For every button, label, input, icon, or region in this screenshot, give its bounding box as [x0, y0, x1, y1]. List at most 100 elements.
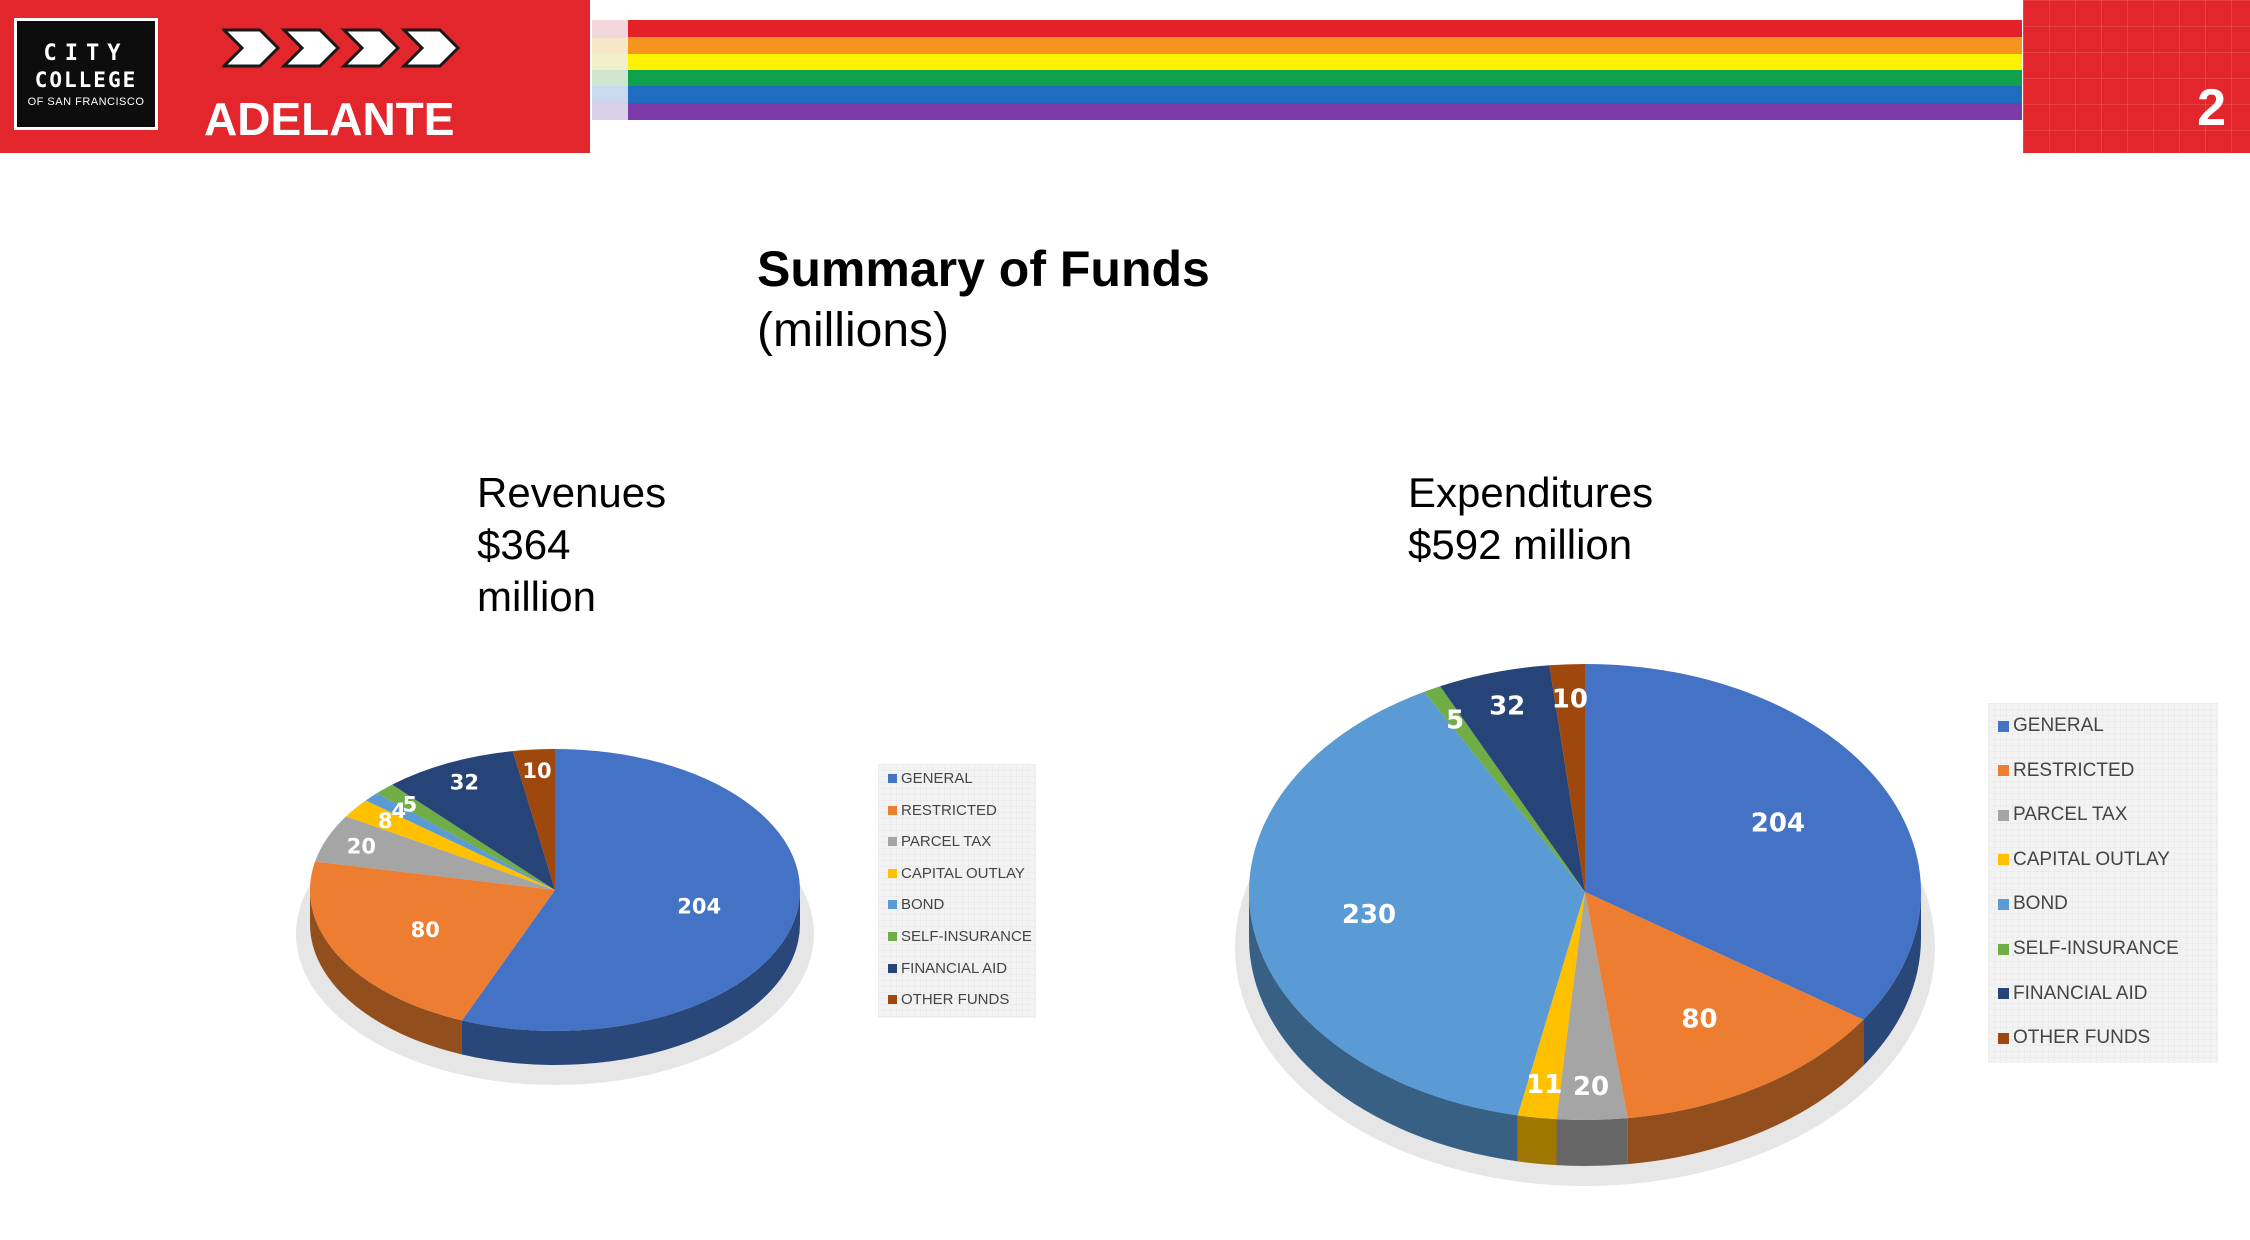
data-label-self-insurance: 5: [403, 792, 418, 816]
pie-slice-general: [1585, 664, 1921, 1020]
legend-swatch: [888, 868, 897, 878]
legend-swatch: [1998, 1032, 2009, 1044]
legend-item-capital-outlay: CAPITAL OUTLAY: [1998, 849, 2170, 871]
data-label-general: 204: [1751, 809, 1805, 839]
legend-item-general: GENERAL: [1998, 715, 2104, 737]
legend-item-bond: BOND: [888, 896, 944, 913]
data-label-bond: 230: [1342, 900, 1396, 930]
data-label-financial-aid: 32: [450, 770, 479, 794]
pie-slice-bond: [365, 793, 555, 890]
expenditures-legend: GENERAL RESTRICTED PARCEL TAX CAPITAL OUTLA…: [1988, 703, 2218, 1063]
pie-wall-parcel-tax: [1556, 1118, 1628, 1166]
pie-wall-restricted: [310, 890, 462, 1055]
pie-slice-other-funds: [1549, 664, 1585, 892]
pie-wall-bond: [1249, 892, 1518, 1162]
legend-swatch: [1998, 943, 2009, 955]
legend-item-other-funds: OTHER FUNDS: [1998, 1027, 2150, 1049]
data-label-financial-aid: 32: [1489, 692, 1525, 722]
pie-slice-parcel-tax: [315, 816, 555, 890]
header-left-banner: CITY COLLEGE OF SAN FRANCISCO ADELANTE: [0, 0, 590, 153]
pie-slice-general: [461, 749, 800, 1031]
legend-item-general: GENERAL: [888, 770, 973, 787]
pie-slice-other-funds: [512, 749, 555, 890]
legend-label: GENERAL: [2013, 715, 2104, 736]
legend-item-restricted: RESTRICTED: [1998, 760, 2134, 782]
pie-slice-financial-aid: [1440, 665, 1585, 892]
expenditures-heading: Expenditures $592 million: [1408, 469, 1654, 568]
legend-swatch: [888, 900, 897, 910]
pie-slice-restricted: [309, 861, 555, 1021]
legend-label: BOND: [2013, 893, 2068, 915]
legend-label: CAPITAL OUTLAY: [901, 864, 1025, 882]
data-label-capital-outlay: 8: [378, 809, 393, 833]
legend-swatch: [888, 837, 897, 847]
logo-line-3: OF SAN FRANCISCO: [27, 95, 145, 108]
pie-wall-restricted: [1627, 1019, 1864, 1165]
legend-item-self-insurance: SELF-INSURANCE: [1998, 938, 2179, 960]
pie-slice-financial-aid: [392, 751, 555, 890]
legend-label: GENERAL: [901, 770, 973, 787]
legend-label: FINANCIAL AID: [901, 959, 1008, 977]
legend-label: SELF-INSURANCE: [2013, 938, 2179, 959]
legend-item-restricted: RESTRICTED: [888, 802, 997, 819]
data-label-general: 204: [677, 895, 721, 919]
revenues-legend: GENERAL RESTRICTED PARCEL TAX CAPITAL OUTLA…: [878, 764, 1036, 1018]
legend-swatch: [888, 774, 897, 783]
legend-label: RESTRICTED: [2013, 759, 2135, 781]
legend-item-capital-outlay: CAPITAL OUTLAY: [888, 865, 1025, 882]
legend-label: CAPITAL OUTLAY: [2013, 848, 2170, 870]
legend-label: OTHER FUNDS: [2013, 1027, 2151, 1049]
legend-item-self-insurance: SELF-INSURANCE: [888, 928, 1032, 945]
legend-swatch: [1998, 720, 2009, 732]
data-label-bond: 4: [391, 799, 406, 823]
legend-label: FINANCIAL AID: [2013, 982, 2148, 1004]
data-label-restricted: 80: [411, 918, 440, 942]
legend-item-parcel-tax: PARCEL TAX: [888, 833, 991, 850]
legend-swatch: [888, 932, 897, 941]
legend-item-financial-aid: FINANCIAL AID: [1998, 983, 2147, 1005]
legend-label: PARCEL TAX: [901, 833, 992, 851]
brand-name: ADELANTE: [204, 93, 455, 145]
legend-swatch: [1998, 809, 2009, 821]
data-label-capital-outlay: 11: [1526, 1070, 1562, 1100]
page-subtitle: (millions): [757, 304, 949, 357]
data-label-self-insurance: 5: [1446, 706, 1464, 736]
legend-item-other-funds: OTHER FUNDS: [888, 991, 1009, 1008]
data-label-restricted: 80: [1681, 1004, 1717, 1034]
pie-slice-capital-outlay: [1517, 892, 1585, 1120]
pie-slice-self-insurance: [1424, 686, 1585, 892]
legend-item-bond: BOND: [1998, 893, 2068, 915]
legend-swatch: [1998, 854, 2009, 866]
chevron-arrows-icon: [222, 28, 461, 68]
revenues-heading: Revenues $364 million: [477, 469, 667, 620]
pie-slice-capital-outlay: [346, 800, 555, 890]
data-label-other-funds: 10: [1552, 685, 1588, 715]
legend-swatch: [888, 963, 897, 973]
logo-line-1: CITY: [43, 40, 129, 66]
page-number: 2: [2197, 79, 2226, 137]
rainbow-flag-edge: [592, 20, 630, 120]
data-label-parcel-tax: 20: [1573, 1072, 1609, 1102]
rainbow-flag-banner: [628, 20, 2022, 120]
legend-swatch: [1998, 898, 2009, 910]
legend-label: RESTRICTED: [901, 801, 997, 819]
legend-swatch: [1998, 765, 2009, 777]
legend-item-parcel-tax: PARCEL TAX: [1998, 804, 2127, 826]
legend-item-financial-aid: FINANCIAL AID: [888, 960, 1007, 977]
pie-slice-parcel-tax: [1556, 892, 1628, 1121]
pie-slice-restricted: [1585, 892, 1864, 1119]
data-label-other-funds: 10: [522, 759, 551, 783]
legend-swatch: [888, 995, 897, 1005]
legend-label: OTHER FUNDS: [901, 991, 1010, 1009]
pie-slice-self-insurance: [376, 784, 555, 890]
legend-label: SELF-INSURANCE: [901, 928, 1032, 945]
legend-label: BOND: [901, 896, 945, 914]
pie-slice-bond: [1249, 691, 1585, 1116]
city-college-logo: CITY COLLEGE OF SAN FRANCISCO: [14, 18, 158, 130]
pie-wall-general: [1863, 892, 1921, 1066]
header-right-banner: 2: [2023, 0, 2250, 153]
logo-line-2: COLLEGE: [34, 67, 138, 92]
legend-swatch: [888, 805, 897, 815]
